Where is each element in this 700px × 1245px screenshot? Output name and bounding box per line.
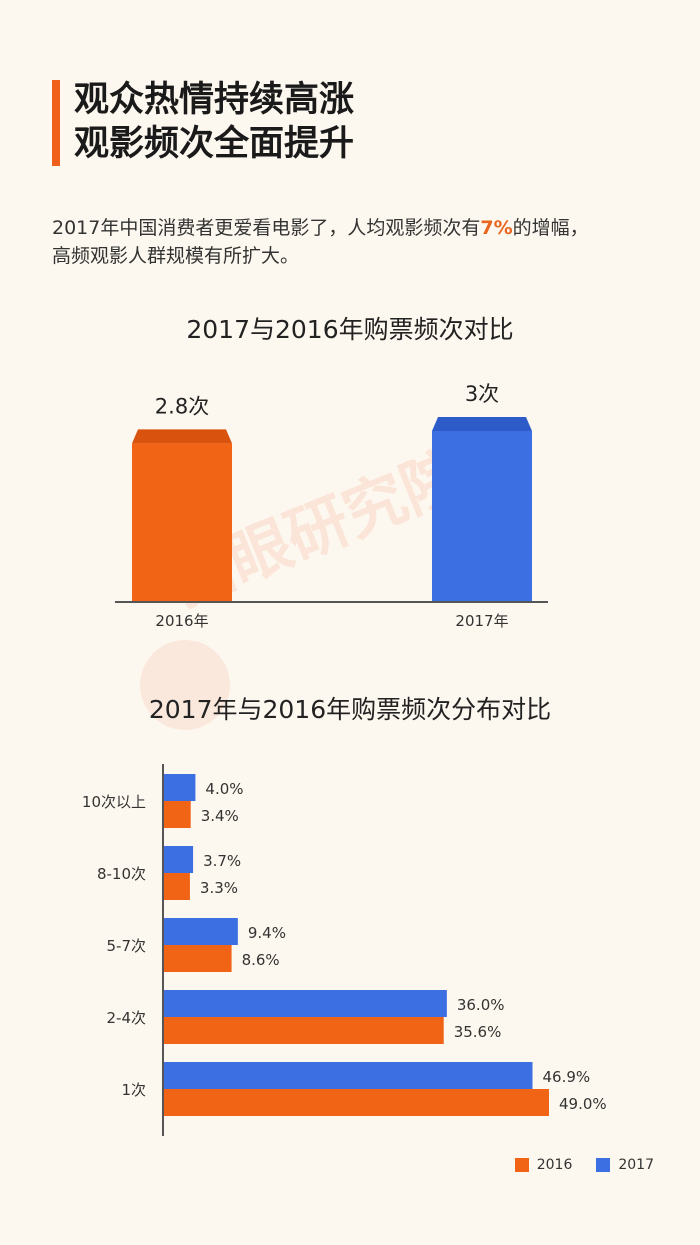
- bar-2017-8-10: [164, 846, 194, 873]
- value-label-2016: 2.8次: [155, 394, 209, 418]
- legend-item-2016: 2016: [514, 1157, 573, 1173]
- value-label-2017-10-plus: 4.0%: [205, 780, 243, 798]
- bar-2016-8-10: [164, 873, 190, 900]
- bar-cap-2016: [132, 429, 232, 444]
- bar-2017-1: [164, 1062, 533, 1089]
- y-tick-1: 1次: [121, 1081, 146, 1099]
- title-accent-bar: [52, 80, 60, 166]
- intro-highlight: 7%: [480, 217, 513, 239]
- watermark-logo: [140, 640, 230, 730]
- legend-swatch-2017: [596, 1158, 611, 1172]
- legend-item-2017: 2017: [596, 1157, 654, 1173]
- bar-2017-5-7: [164, 918, 238, 945]
- y-tick-5-7: 5-7次: [107, 937, 147, 955]
- bar-2017: [432, 431, 532, 602]
- intro-text: 2017年中国消费者更爱看电影了，人均观影频次有7%的增幅， 高频观影人群规模有…: [52, 214, 672, 270]
- bar-2016-1: [164, 1089, 549, 1116]
- chart2-title: 2017年与2016年购票频次分布对比: [148, 695, 552, 724]
- value-label-2017-1: 46.9%: [543, 1068, 591, 1086]
- bar-2017-2-4: [164, 990, 447, 1017]
- value-label-2016-2-4: 35.6%: [454, 1023, 502, 1041]
- chart2-svg: 4.0% 3.4% 10次以上 3.7% 3.3% 8-10次 9.4% 8.6% 5-7次 36…: [82, 764, 607, 1136]
- value-label-2017-8-10: 3.7%: [203, 852, 241, 870]
- title-line-2: 观影频次全面提升: [74, 124, 355, 164]
- bar-2016-2-4: [164, 1017, 444, 1044]
- value-label-2017: 3次: [465, 382, 499, 406]
- legend-label-2017: 2017: [618, 1157, 654, 1173]
- bar-2017-10-plus: [164, 774, 196, 801]
- page-title: 观众热情持续高涨 观影频次全面提升: [74, 78, 354, 166]
- value-label-2017-5-7: 9.4%: [248, 924, 286, 942]
- value-label-2016-10-plus: 3.4%: [201, 807, 239, 825]
- y-tick-8-10: 8-10次: [97, 865, 146, 883]
- legend-swatch-2016: [514, 1158, 529, 1172]
- x-tick-2016: 2016年: [155, 612, 208, 630]
- y-tick-2-4: 2-4次: [107, 1009, 147, 1027]
- chart1-svg: 2.8次 2016年 3次 2017年: [115, 382, 548, 630]
- intro-part-c: 高频观影人群规模有所扩大。: [52, 245, 300, 267]
- chart1-title: 2017与2016年购票频次对比: [186, 315, 514, 344]
- y-tick-10-plus: 10次以上: [82, 793, 146, 811]
- bar-2016-10-plus: [164, 801, 191, 828]
- chart2-legend: 2016 2017: [499, 1157, 654, 1173]
- intro-part-a: 2017年中国消费者更爱看电影了，人均观影频次有: [52, 217, 481, 239]
- value-label-2017-2-4: 36.0%: [457, 996, 505, 1014]
- bar-2016-5-7: [164, 945, 232, 972]
- bar-2016: [132, 443, 232, 602]
- bar-cap-2017: [432, 417, 532, 431]
- value-label-2016-1: 49.0%: [559, 1095, 607, 1113]
- title-line-1: 观众热情持续高涨: [74, 80, 355, 120]
- legend-label-2016: 2016: [536, 1157, 573, 1173]
- x-tick-2017: 2017年: [455, 612, 508, 630]
- intro-part-b: 的增幅，: [512, 217, 589, 239]
- value-label-2016-5-7: 8.6%: [242, 951, 280, 969]
- value-label-2016-8-10: 3.3%: [200, 879, 238, 897]
